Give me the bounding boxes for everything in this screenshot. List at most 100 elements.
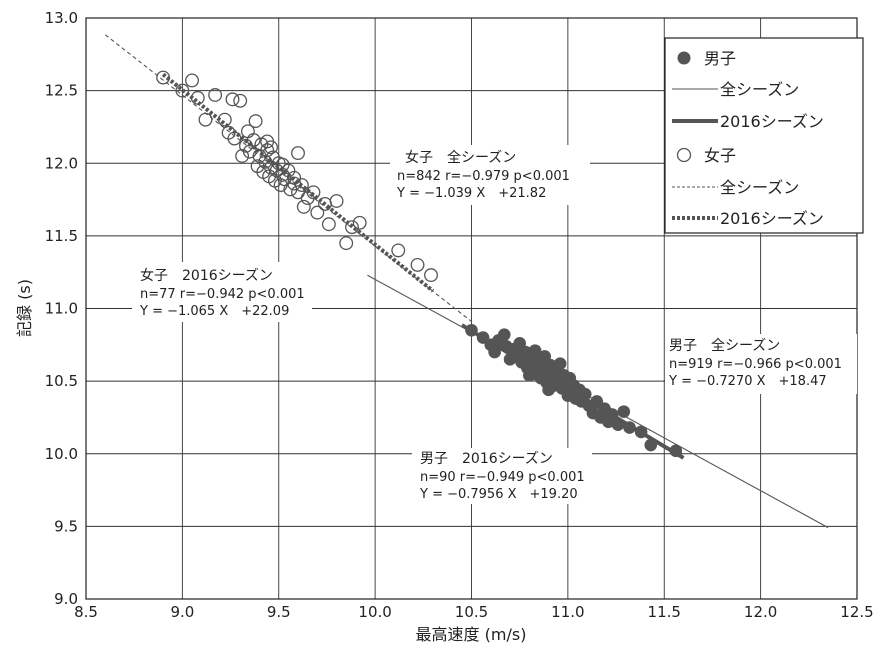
data-point-women: [329, 194, 344, 208]
annotation-stats: n=77 r=−0.942 p<0.001: [140, 287, 305, 302]
annotation-women-all: 女子 全シーズン n=842 r=−0.979 p<0.001 Y = −1.0…: [390, 145, 590, 205]
data-point-women: [240, 124, 255, 139]
x-tick-label: 12.5: [840, 603, 873, 621]
data-point-men: [538, 360, 552, 373]
data-point-women: [264, 140, 278, 155]
data-point-women: [198, 112, 213, 127]
data-point-women: [156, 70, 171, 85]
y-tick-label: 9.0: [54, 590, 78, 608]
data-point-men: [553, 357, 567, 370]
data-point-women: [352, 215, 367, 230]
legend: 男子 全シーズン 2016シーズン 女子 全シーズン 2016シーズン: [664, 37, 864, 234]
data-point-men: [528, 344, 542, 357]
data-point-women: [306, 185, 321, 200]
data-point-women: [227, 131, 242, 146]
data-point-women: [175, 83, 190, 98]
y-tick-label: 12.0: [45, 154, 78, 172]
data-point-women: [296, 199, 311, 214]
data-point-women: [294, 178, 309, 192]
data-point-men: [644, 438, 658, 452]
x-tick-label: 12.0: [744, 603, 777, 621]
data-point-men: [542, 383, 555, 397]
data-point-women: [287, 170, 302, 185]
legend-label-men-all: 全シーズン: [720, 80, 799, 99]
data-point-men: [617, 405, 631, 418]
annotation-women-2016: 女子 2016シーズン n=77 r=−0.942 p<0.001 Y = −1…: [132, 262, 312, 322]
data-point-women: [424, 268, 438, 283]
data-point-women: [310, 205, 325, 220]
data-point-men: [561, 389, 575, 402]
y-tick-label: 11.0: [45, 300, 78, 318]
data-point-men: [669, 444, 683, 458]
y-tick-label: 10.5: [45, 372, 78, 390]
y-tick-label: 11.5: [45, 227, 78, 245]
data-point-men: [503, 342, 517, 356]
annotation-equation: Y = −1.039 X +21.82: [396, 186, 546, 201]
annotation-title: 女子 2016シーズン: [140, 267, 273, 284]
data-point-men: [497, 328, 511, 341]
data-point-men: [465, 323, 478, 337]
legend-label-men: 男子: [704, 49, 736, 68]
x-tick-label: 10.0: [358, 603, 391, 621]
x-tick-label: 11.5: [648, 603, 681, 621]
x-tick-label: 8.5: [74, 603, 98, 621]
data-point-women: [233, 93, 248, 108]
data-point-women: [321, 217, 336, 232]
annotation-stats: n=842 r=−0.979 p<0.001: [397, 169, 570, 184]
y-tick-label: 10.0: [45, 445, 78, 463]
legend-label-women-all: 全シーズン: [720, 178, 799, 197]
data-point-women: [287, 176, 302, 191]
annotation-equation: Y = −1.065 X +22.09: [139, 304, 289, 319]
x-axis-title: 最高速度 (m/s): [416, 625, 527, 644]
data-point-women: [339, 236, 354, 251]
data-point-women: [225, 92, 240, 107]
annotation-equation: Y = −0.7956 X +19.20: [419, 487, 578, 502]
data-point-women: [248, 114, 263, 129]
annotation-title: 女子 全シーズン: [405, 149, 516, 166]
y-axis-title: 記録 (s): [15, 279, 34, 337]
legend-filled-circle-icon: [677, 51, 691, 65]
legend-open-circle-icon: [676, 147, 692, 163]
legend-box: [664, 37, 864, 234]
annotation-men-2016: 男子 2016シーズン n=90 r=−0.949 p<0.001 Y = −0…: [412, 448, 592, 504]
data-point-women: [275, 157, 290, 172]
data-point-men: [523, 369, 536, 382]
data-point-men: [634, 425, 648, 439]
plot-frame: [85, 17, 858, 600]
y-tick-label: 12.5: [45, 82, 78, 100]
legend-label-men-2016: 2016シーズン: [720, 112, 824, 131]
annotation-men-all: 男子 全シーズン n=919 r=−0.966 p<0.001 Y = −0.7…: [665, 334, 857, 394]
data-point-women: [277, 172, 292, 187]
y-tick-labels: 9.0 9.5 10.0 10.5 11.0 11.5 12.0 12.5 13.0: [45, 9, 78, 608]
x-tick-label: 9.5: [267, 603, 291, 621]
annotation-stats: n=90 r=−0.949 p<0.001: [420, 470, 585, 485]
legend-label-women: 女子: [704, 146, 736, 165]
data-point-women: [185, 73, 199, 88]
legend-label-women-2016: 2016シーズン: [720, 209, 824, 228]
x-tick-labels: 8.5 9.0 9.5 10.0 10.5 11.0 11.5 12.0 12.5: [74, 603, 874, 621]
annotation-title: 男子 2016シーズン: [420, 451, 553, 467]
data-points: [156, 70, 683, 458]
data-point-men: [611, 418, 625, 432]
data-point-men: [488, 345, 501, 359]
data-point-women: [208, 88, 223, 102]
data-point-women: [345, 220, 359, 235]
data-point-women: [235, 149, 250, 163]
data-point-men: [623, 421, 636, 434]
regression-line-thick-dotted: [161, 72, 435, 293]
data-point-men: [605, 408, 619, 421]
y-tick-label: 9.5: [54, 517, 78, 535]
data-point-women: [410, 257, 425, 272]
y-tick-label: 13.0: [45, 9, 78, 27]
annotation-equation: Y = −0.7270 X +18.47: [668, 374, 827, 389]
data-point-women: [391, 243, 406, 258]
data-point-women: [190, 90, 205, 105]
data-point-women: [217, 112, 232, 127]
x-tick-label: 9.0: [170, 603, 194, 621]
data-point-men: [578, 387, 592, 401]
annotation-title: 男子 全シーズン: [669, 337, 780, 354]
x-tick-label: 11.0: [551, 603, 584, 621]
data-point-women: [291, 146, 305, 161]
x-tick-label: 10.5: [455, 603, 488, 621]
